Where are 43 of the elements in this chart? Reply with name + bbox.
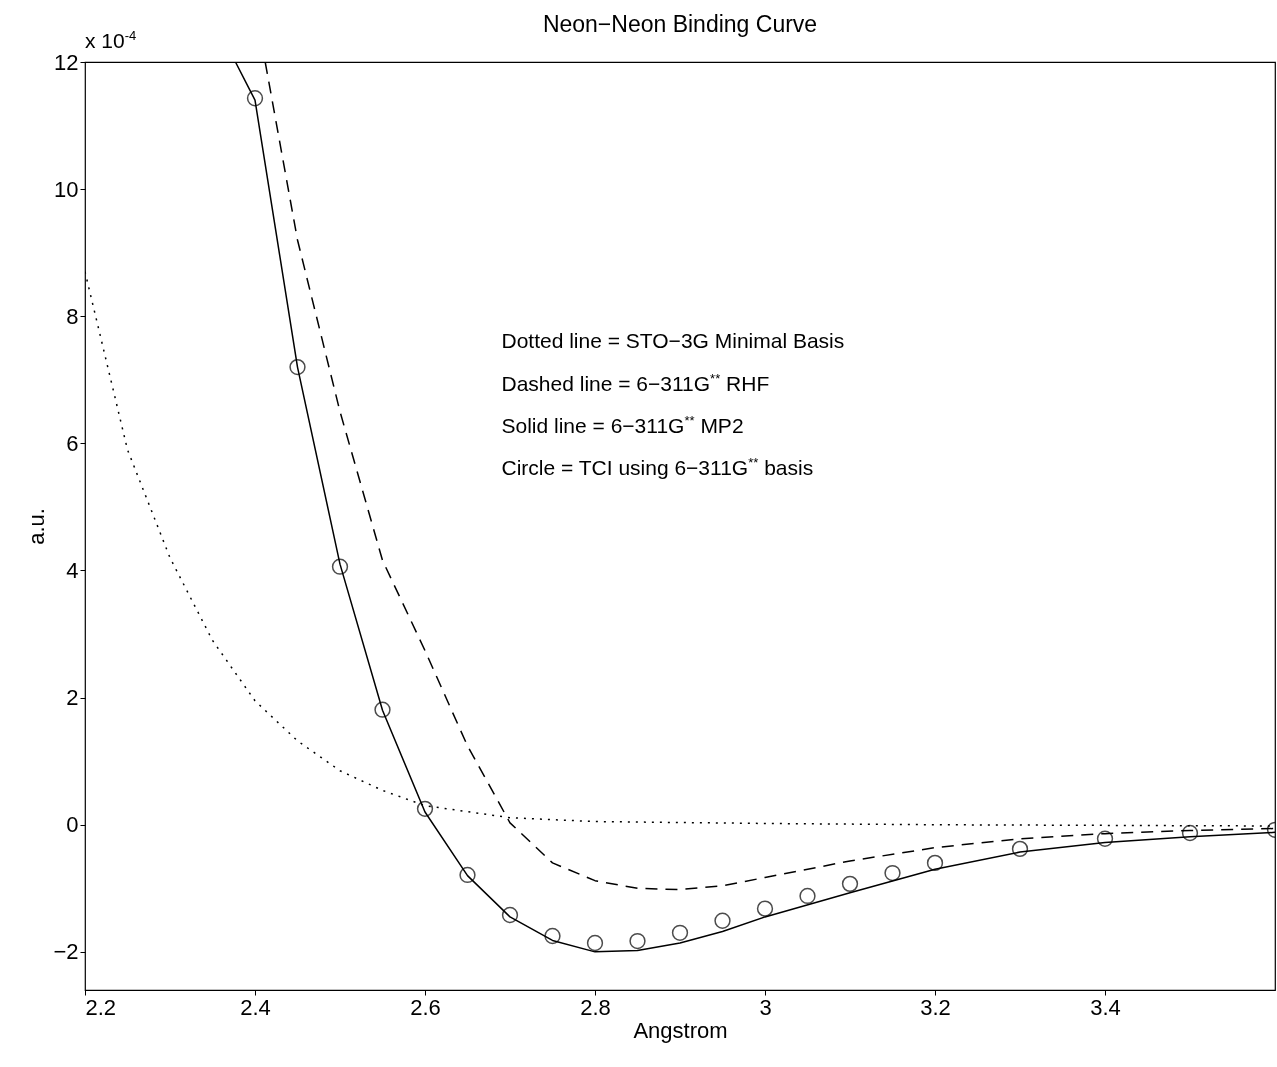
- point: [799, 887, 816, 905]
- y-tick-label: 6: [66, 430, 79, 456]
- text: x 10$^{-4}$: [85, 28, 137, 53]
- y-tick-label: 4: [66, 557, 79, 583]
- point: [756, 900, 774, 917]
- y-axis-title: a.u.: [24, 508, 50, 545]
- point: [1011, 840, 1029, 858]
- point: [416, 800, 434, 817]
- point: [289, 358, 306, 376]
- point: [501, 906, 519, 924]
- y-tick-label: 0: [66, 812, 79, 838]
- annotation: Dotted line = STO−3G Minimal Basis: [501, 328, 845, 353]
- x-tick-label: 2.8: [580, 994, 611, 1020]
- point: [459, 866, 476, 884]
- x-tick-label: 3.4: [1090, 994, 1121, 1020]
- point: [586, 934, 604, 952]
- point: [884, 864, 901, 882]
- point: [1181, 824, 1199, 842]
- annotation: Solid line = 6−311G$^{**}$ MP2: [501, 412, 744, 438]
- y-tick-label: 10: [54, 176, 79, 202]
- point: [926, 854, 944, 872]
- point: [629, 932, 646, 950]
- chart-title: Neon−Neon Binding Curve: [542, 11, 818, 37]
- point: [544, 927, 561, 945]
- y-tick-label: 2: [66, 685, 79, 711]
- x-axis-title: Angstrom: [633, 1017, 728, 1043]
- x-tick-label: 3: [759, 994, 772, 1020]
- x-tick-label: 2.4: [240, 994, 271, 1020]
- point: [246, 90, 264, 107]
- x-tick-label: 3.2: [920, 994, 951, 1020]
- point: [671, 924, 689, 941]
- y-tick-label: 8: [66, 303, 79, 329]
- point: [331, 558, 349, 575]
- x-tick-label: 2.2: [85, 994, 117, 1020]
- y-tick-label: 12: [54, 49, 79, 75]
- annotation: Circle = TCI using 6−311G$^{**}$ basis: [501, 454, 814, 480]
- point: [714, 912, 731, 929]
- point: [1096, 830, 1114, 847]
- annotation: Dashed line = 6−311G$^{**}$ RHF: [501, 370, 770, 396]
- point: [841, 875, 859, 892]
- y-tick-label: −2: [53, 939, 79, 965]
- point: [374, 701, 391, 718]
- x-tick-label: 2.6: [410, 994, 441, 1020]
